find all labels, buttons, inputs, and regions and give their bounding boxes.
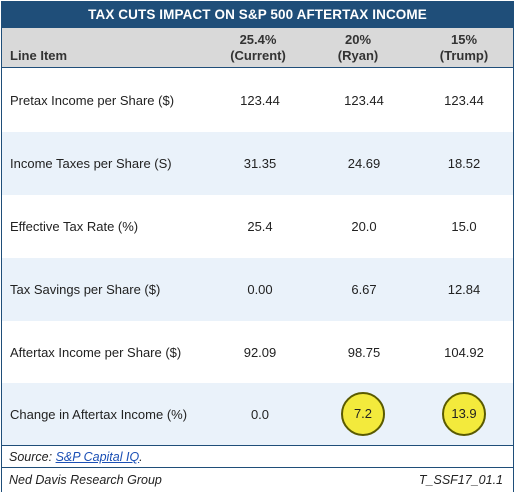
table-row: Change in Aftertax Income (%) 0.0 7.2 13…	[2, 383, 513, 446]
publisher-footer: Ned Davis Research Group T_SSF17_01.1	[2, 467, 513, 492]
cell-trump: 12.84	[447, 282, 481, 297]
cell-trump: 123.44	[444, 93, 484, 108]
header-line-item: Line Item	[10, 48, 68, 63]
cell-current: 92.09	[243, 345, 277, 360]
header-col-current: 25.4% (Current)	[198, 32, 318, 64]
source-prefix: Source:	[9, 450, 56, 464]
header-col-trump: 15% (Trump)	[404, 32, 517, 64]
cell-trump: 15.0	[451, 219, 477, 234]
highlight-circle-trump: 13.9	[442, 392, 486, 436]
row-label: Effective Tax Rate (%)	[10, 219, 139, 234]
header-col-current-name: (Current)	[230, 48, 286, 63]
cell-trump: 104.92	[444, 345, 484, 360]
cell-current: 25.4	[247, 219, 273, 234]
source-text: Source: S&P Capital IQ.	[9, 450, 143, 464]
row-label: Income Taxes per Share (S)	[10, 156, 172, 171]
table-row: Tax Savings per Share ($) 0.00 6.67 12.8…	[2, 258, 513, 321]
header-col-ryan-rate: 20%	[344, 32, 372, 47]
table-row: Pretax Income per Share ($) 123.44 123.4…	[2, 69, 513, 132]
cell-current: 123.44	[240, 93, 280, 108]
table-row: Income Taxes per Share (S) 31.35 24.69 1…	[2, 132, 513, 195]
source-suffix: .	[139, 450, 143, 464]
cell-ryan: 6.67	[351, 282, 377, 297]
row-label: Change in Aftertax Income (%)	[10, 407, 188, 422]
cell-current: 0.00	[247, 282, 273, 297]
cell-current: 0.0	[250, 407, 270, 422]
source-link[interactable]: S&P Capital IQ	[55, 450, 140, 464]
header-col-ryan-name: (Ryan)	[337, 48, 379, 63]
table-row: Aftertax Income per Share ($) 92.09 98.7…	[2, 321, 513, 384]
row-label: Aftertax Income per Share ($)	[10, 345, 182, 360]
chart-code: T_SSF17_01.1	[418, 473, 503, 487]
row-label: Tax Savings per Share ($)	[10, 282, 161, 297]
cell-ryan: 123.44	[344, 93, 384, 108]
table-title: TAX CUTS IMPACT ON S&P 500 AFTERTAX INCO…	[2, 2, 513, 28]
cell-current: 31.35	[243, 156, 277, 171]
table-row: Effective Tax Rate (%) 25.4 20.0 15.0	[2, 195, 513, 258]
header-col-trump-rate: 15%	[450, 32, 478, 47]
publisher-name: Ned Davis Research Group	[9, 473, 162, 487]
header-col-ryan: 20% (Ryan)	[298, 32, 418, 64]
header-col-trump-name: (Trump)	[439, 48, 489, 63]
cell-ryan: 98.75	[347, 345, 381, 360]
table-header: Line Item 25.4% (Current) 20% (Ryan) 15%…	[2, 28, 513, 68]
highlight-circle-ryan: 7.2	[341, 392, 385, 436]
cell-ryan: 20.0	[351, 219, 377, 234]
row-label: Pretax Income per Share ($)	[10, 93, 175, 108]
source-note: Source: S&P Capital IQ.	[2, 445, 513, 468]
cell-trump: 18.52	[447, 156, 481, 171]
cell-ryan: 24.69	[347, 156, 381, 171]
header-col-current-rate: 25.4%	[239, 32, 277, 47]
